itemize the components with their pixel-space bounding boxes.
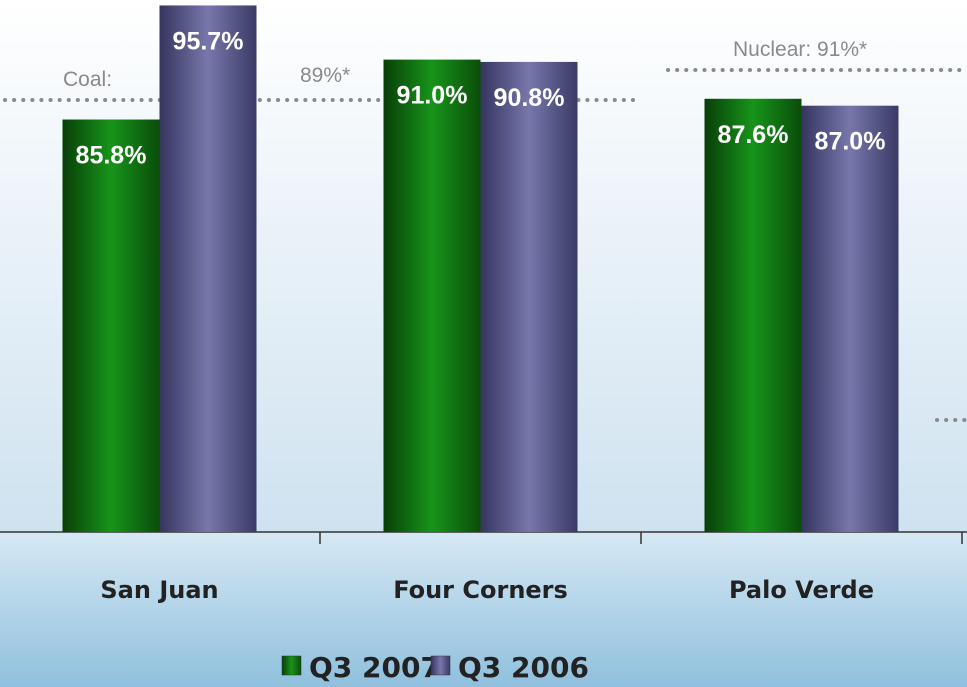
legend-swatch bbox=[430, 655, 451, 676]
bar bbox=[159, 5, 257, 532]
legend-label: Q3 2007 bbox=[309, 651, 440, 684]
x-tick-label: San Juan bbox=[100, 576, 218, 604]
bar bbox=[801, 105, 899, 533]
data-label: 85.8% bbox=[76, 142, 147, 170]
data-label: 95.7% bbox=[173, 27, 244, 55]
annotation: Coal: bbox=[63, 68, 112, 91]
bar bbox=[704, 98, 802, 533]
x-tick-label: Four Corners bbox=[393, 576, 568, 604]
x-tick-label: Palo Verde bbox=[729, 576, 874, 604]
annotation: Nuclear: 91%* bbox=[733, 38, 867, 61]
data-label: 90.8% bbox=[494, 84, 565, 112]
legend-swatch bbox=[281, 655, 302, 676]
annotation: 89%* bbox=[300, 64, 350, 87]
bar bbox=[383, 59, 481, 532]
bar bbox=[62, 119, 160, 533]
data-label: 87.0% bbox=[815, 128, 886, 156]
legend-label: Q3 2006 bbox=[458, 651, 589, 684]
bar bbox=[480, 61, 578, 532]
data-label: 87.6% bbox=[718, 121, 789, 149]
data-label: 91.0% bbox=[397, 82, 468, 110]
axis-background bbox=[0, 532, 967, 687]
